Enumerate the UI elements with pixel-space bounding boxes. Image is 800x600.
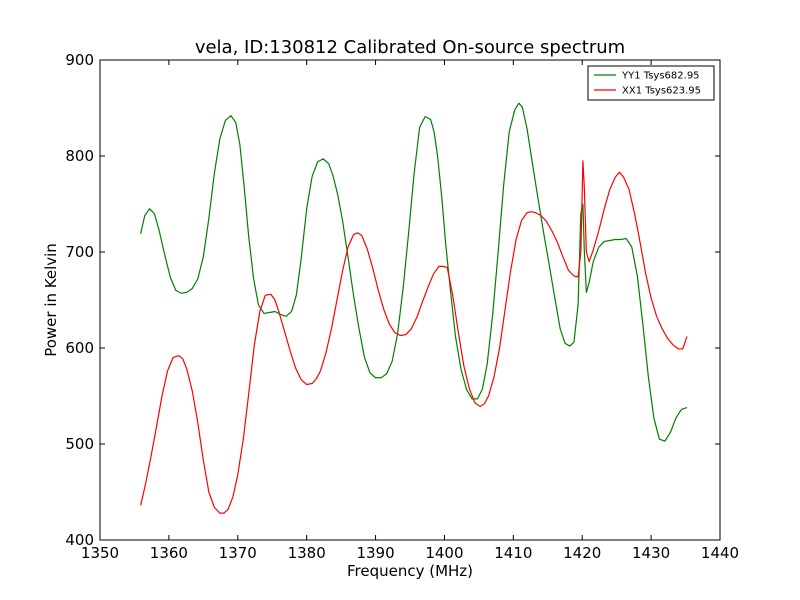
- plot-frame: [99, 59, 721, 541]
- x-tick-label: 1420: [563, 544, 601, 562]
- chart-title: vela, ID:130812 Calibrated On-source spe…: [195, 37, 625, 58]
- x-tick-label: 1370: [219, 544, 257, 562]
- x-tick-label: 1350: [81, 544, 119, 562]
- x-tick-label: 1440: [701, 544, 739, 562]
- y-tick-label: 700: [65, 243, 94, 261]
- x-tick-label: 1390: [356, 544, 394, 562]
- series-layer: [140, 102, 688, 514]
- x-tick-label: 1360: [150, 544, 188, 562]
- x-tick-label: 1380: [288, 544, 326, 562]
- legend-entry-xx1: XX1 Tsys623.95: [622, 86, 701, 97]
- y-tick-label: 800: [65, 147, 94, 165]
- y-tick-label: 600: [65, 339, 94, 357]
- series-line-yy1: [140, 102, 688, 442]
- x-tick-label: 1400: [425, 544, 463, 562]
- series-line-xx1: [140, 160, 688, 514]
- x-tick-label: 1430: [632, 544, 670, 562]
- y-axis-label: Power in Kelvin: [42, 243, 60, 357]
- legend-box: [587, 65, 715, 101]
- y-tick-label: 900: [65, 51, 94, 69]
- legend-entry-yy1: YY1 Tsys682.95: [621, 71, 700, 82]
- y-tick-label: 500: [65, 435, 94, 453]
- legend: YY1 Tsys682.95 XX1 Tsys623.95: [587, 65, 715, 101]
- axis-ticks: 1350 1360 1370 1380 1390 1400 1410 1420 1430 1440…: [65, 51, 739, 562]
- x-tick-label: 1410: [494, 544, 532, 562]
- x-axis-label: Frequency (MHz): [347, 562, 473, 580]
- y-tick-label: 400: [65, 531, 94, 549]
